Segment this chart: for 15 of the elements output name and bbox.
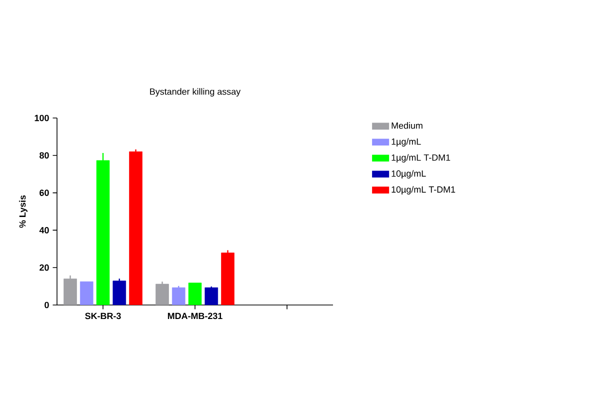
legend-label: 10µg/mL T-DM1 <box>392 186 456 194</box>
y-tick-label: 40 <box>39 227 49 234</box>
y-tick-label: 80 <box>40 152 49 159</box>
legend-label: Medium <box>392 122 422 129</box>
x-tick-label: SK-BR-3 <box>85 312 121 320</box>
y-tick-label: 100 <box>34 114 49 122</box>
y-tick-label: 60 <box>40 190 49 196</box>
legend-label: 1µg/mL <box>392 138 421 147</box>
legend-label: 10µg/mL <box>392 170 426 178</box>
chart-title: Bystander killing assay <box>150 88 241 96</box>
legend-label: 1µg/mL T-DM1 <box>392 154 450 162</box>
y-tick-label: 0 <box>44 302 49 308</box>
y-axis-title: % Lysis <box>19 195 28 228</box>
y-tick-label: 20 <box>40 264 49 271</box>
x-tick-label: MDA-MB-231 <box>168 312 222 320</box>
